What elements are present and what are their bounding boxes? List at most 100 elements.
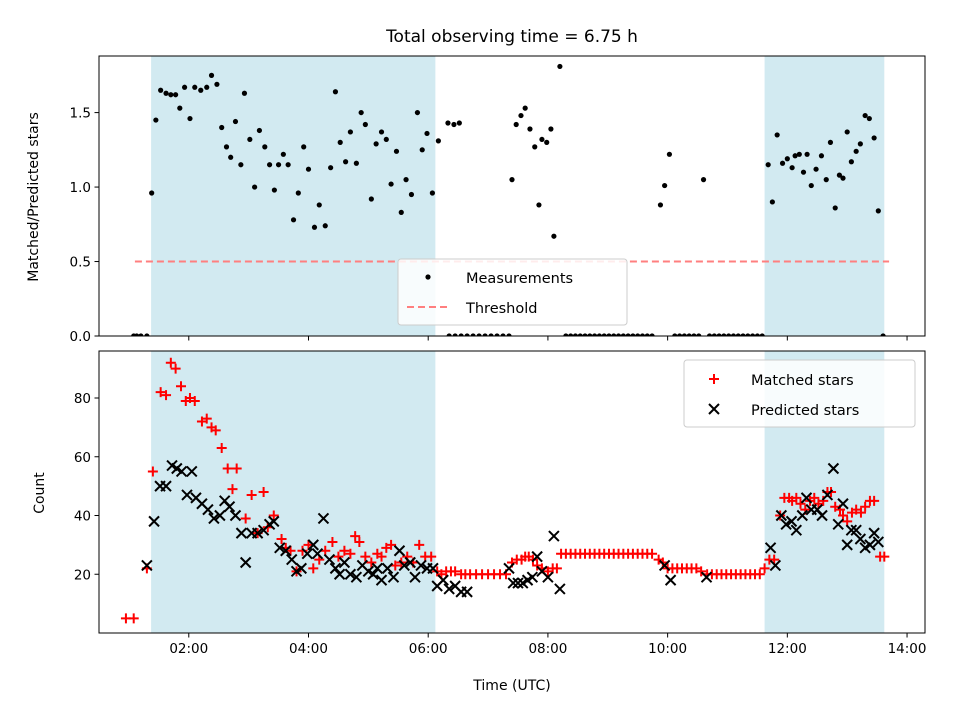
measurement-point <box>527 126 533 132</box>
matched-star-point <box>285 545 296 556</box>
predicted-star-point <box>175 465 188 478</box>
measurement-point <box>691 333 697 336</box>
measurement-point <box>800 169 807 175</box>
measurement-point <box>247 136 253 143</box>
predicted-star-point <box>141 559 153 572</box>
matched-star-point <box>647 548 658 559</box>
measurement-point <box>532 144 538 150</box>
predicted-star-point <box>841 539 853 551</box>
bottom-legend-box <box>683 359 916 428</box>
matched-star-point <box>818 495 829 506</box>
matched-star-point <box>376 551 387 562</box>
matched-star-point <box>216 442 227 453</box>
matched-star-point <box>414 539 425 550</box>
measurement-point <box>635 333 641 336</box>
measurement-point <box>285 162 291 168</box>
predicted-star-point <box>512 577 524 589</box>
measurement-point <box>711 333 717 336</box>
measurement-point <box>192 84 198 90</box>
predicted-star-point <box>393 545 406 557</box>
y-tick-label: 60 <box>74 450 91 466</box>
observing-window-band <box>764 56 885 336</box>
y-tick-label: 40 <box>74 509 91 525</box>
measurement-point <box>452 333 458 336</box>
predicted-star-point <box>796 509 809 522</box>
measurement-point <box>305 166 312 172</box>
measurement-point <box>601 333 607 336</box>
measurement-point <box>482 333 488 336</box>
measurement-point <box>134 333 140 336</box>
predicted-star-point <box>461 586 473 598</box>
measurement-point <box>424 130 430 137</box>
matched-star-point <box>308 563 319 574</box>
predicted-star-point <box>333 568 346 580</box>
measurement-point <box>275 162 282 168</box>
matched-star-point <box>240 513 251 524</box>
y-tick-label: 1.0 <box>70 180 91 196</box>
predicted-star-point <box>800 492 813 504</box>
measurement-point <box>615 333 622 336</box>
measurement-point <box>754 333 761 336</box>
predicted-star-point <box>872 536 885 548</box>
measurement-point <box>700 177 707 183</box>
matched-star-point <box>189 395 200 406</box>
matched-star-point <box>551 563 562 574</box>
predicted-star-point <box>409 571 421 583</box>
observing-window-band <box>151 351 436 633</box>
measurement-point <box>779 160 786 166</box>
predicted-star-point <box>375 574 388 586</box>
matched-star-point <box>795 498 806 509</box>
measurement-point <box>582 333 588 336</box>
predicted-star-point <box>160 480 172 492</box>
matched-star-point <box>860 501 871 512</box>
measurement-point <box>153 117 159 123</box>
measurement-point <box>796 151 802 157</box>
measurement-point <box>836 172 843 178</box>
measurement-point <box>208 72 215 78</box>
measurement-point <box>228 154 234 160</box>
predicted-star-point <box>148 515 160 528</box>
predicted-star-point <box>268 515 280 528</box>
predicted-star-point <box>437 574 449 586</box>
predicted-star-point <box>664 574 677 586</box>
predicted-star-point <box>526 571 539 583</box>
measurement-point <box>625 333 631 336</box>
predicted-star-point <box>503 562 515 575</box>
y-tick-label: 0.0 <box>70 329 91 345</box>
matched-star-point <box>128 613 139 624</box>
top-y-axis-label: Matched/Predicted stars <box>26 112 42 282</box>
matched-star-point <box>869 495 880 506</box>
x-tick-label: 02:00 <box>169 641 208 657</box>
measurement-point <box>644 333 650 336</box>
matched-star-point <box>276 534 287 544</box>
measurement-point <box>256 127 263 134</box>
measurement-point <box>765 162 771 168</box>
predicted-star-point <box>864 539 876 551</box>
predicted-star-point <box>323 553 336 566</box>
matched-star-point <box>222 463 233 474</box>
predicted-star-point <box>223 500 236 513</box>
top-legend: Measurements Threshold <box>397 258 628 326</box>
measurement-point <box>181 84 188 90</box>
predicted-star-point <box>229 509 242 522</box>
measurement-point <box>419 147 425 153</box>
plot-frame <box>98 55 926 337</box>
measurement-point <box>388 181 394 187</box>
measurement-point <box>832 205 838 211</box>
matched-star-point <box>350 531 361 542</box>
legend-matched-label: Matched stars <box>751 373 854 389</box>
measurement-point <box>840 175 846 181</box>
predicted-star-point <box>381 562 394 575</box>
measurement-point <box>666 151 673 157</box>
predicted-star-point <box>387 571 400 583</box>
measurement-point <box>686 333 692 336</box>
measurement-point <box>784 156 790 162</box>
measurement-point <box>458 333 464 336</box>
predicted-star-point <box>868 527 880 539</box>
legend-predicted-marker <box>708 403 720 415</box>
measurement-point <box>548 126 554 132</box>
measurement-point <box>435 138 441 144</box>
matched-star-point <box>303 539 314 550</box>
measurement-point <box>735 333 741 336</box>
